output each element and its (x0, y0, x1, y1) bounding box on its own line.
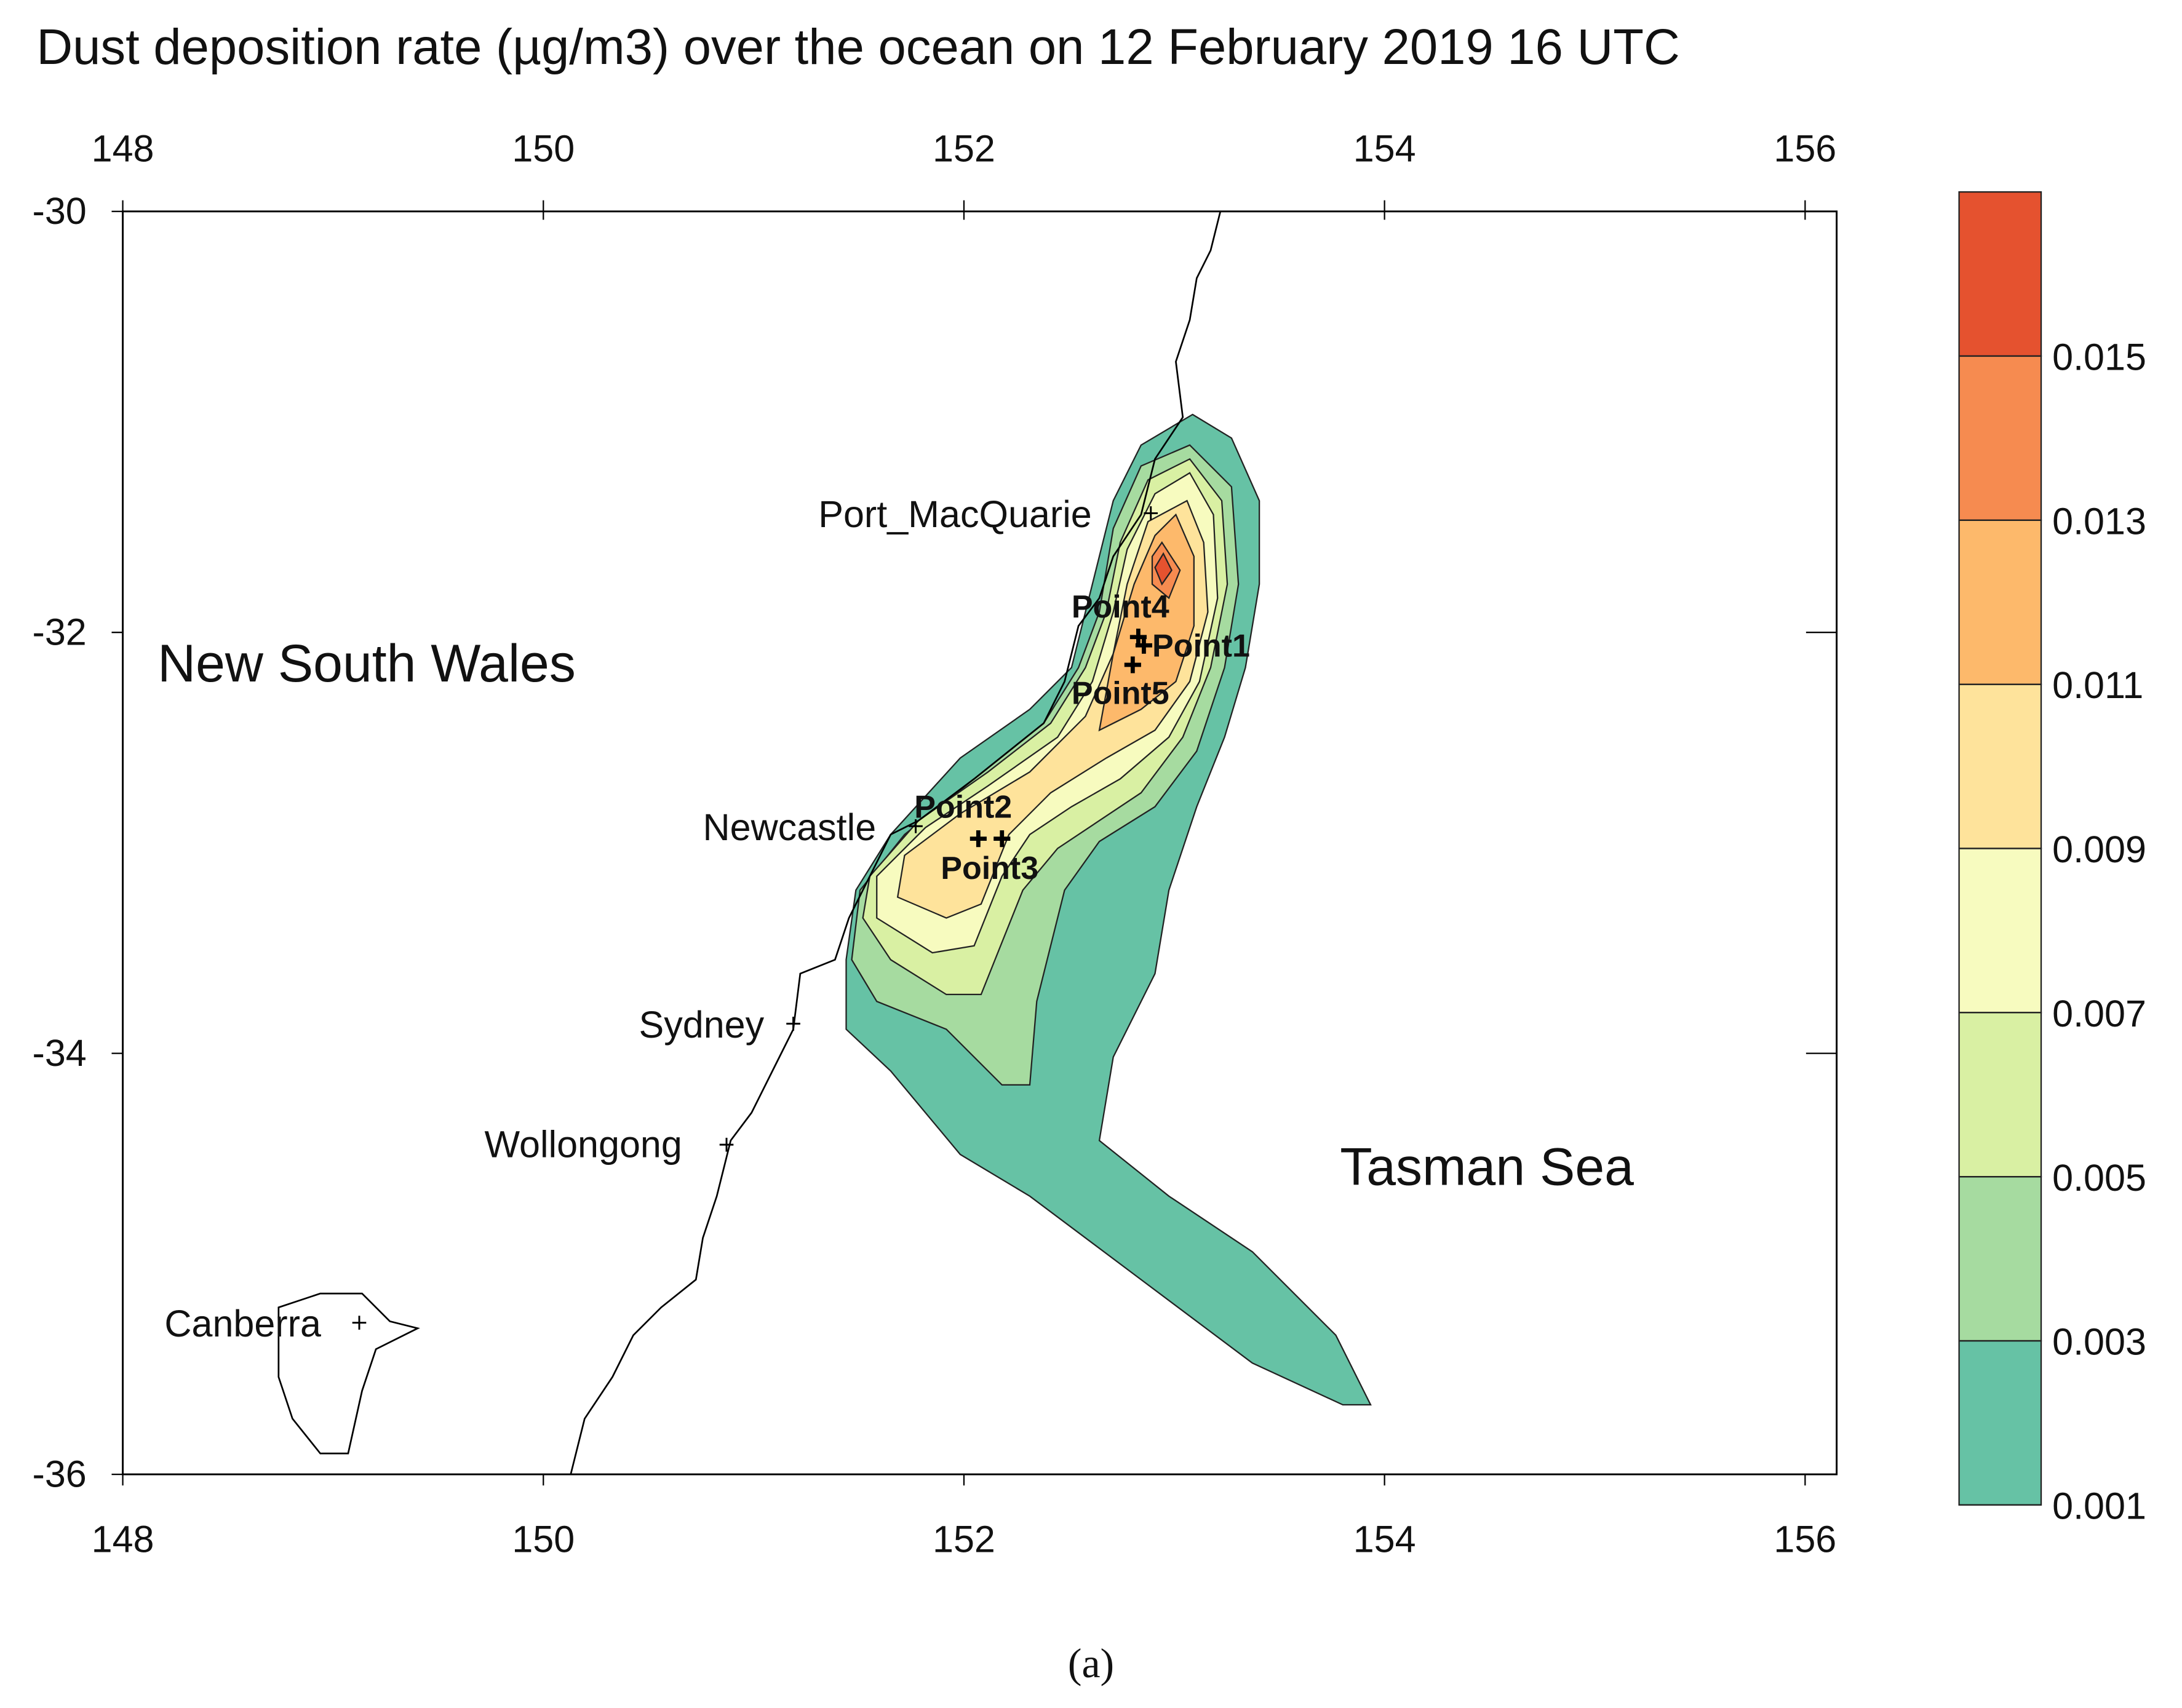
x-tick-label: 154 (1353, 127, 1416, 169)
point-label: Point3 (941, 851, 1038, 886)
y-tick-label: -36 (33, 1453, 87, 1495)
point-label: Point2 (914, 790, 1012, 825)
colorbar-tick-label: 0.005 (2052, 1157, 2146, 1199)
point-label: Point4 (1072, 589, 1169, 625)
x-tick-label: 148 (92, 1519, 154, 1560)
colorbar-band (1958, 1012, 2042, 1178)
x-tick-label: 148 (92, 127, 154, 169)
place-label: Sydney (639, 1004, 765, 1046)
x-tick-label: 156 (1774, 127, 1836, 169)
point-label: Point5 (1072, 675, 1169, 711)
colorbar-band (1958, 355, 2042, 521)
x-tick-label: 152 (933, 127, 995, 169)
contours (845, 413, 1372, 1406)
x-tick-label: 152 (933, 1519, 995, 1560)
canberra-boundary (277, 1292, 420, 1455)
contour-fill (845, 413, 1372, 1406)
caption: (a) (1068, 1640, 1114, 1686)
coastline (570, 211, 1222, 1475)
region-label: New South Wales (157, 634, 576, 693)
map-frame (122, 210, 1838, 1476)
colorbar-band (1958, 1340, 2042, 1506)
region-label: Tasman Sea (1340, 1138, 1634, 1197)
point-label: Point1 (1152, 628, 1250, 664)
x-tick-label: 156 (1774, 1519, 1836, 1560)
colorbar-tick-label: 0.013 (2052, 500, 2146, 542)
y-tick-label: -32 (33, 611, 87, 653)
place-markers (352, 506, 1158, 1330)
x-tick-label: 150 (512, 1519, 575, 1560)
place-label: Port_MacQuarie (818, 493, 1091, 535)
colorbar-band (1958, 519, 2042, 685)
chart-title: Dust deposition rate (µg/m3) over the oc… (36, 19, 1679, 75)
place-label: Newcastle (703, 806, 877, 848)
y-tick-label: -30 (33, 190, 87, 232)
colorbar-tick-label: 0.007 (2052, 993, 2146, 1035)
x-tick-label: 154 (1353, 1519, 1416, 1560)
colorbar-band (1958, 1176, 2042, 1342)
colorbar-tick-label: 0.009 (2052, 828, 2146, 870)
colorbar-tick-label: 0.011 (2052, 664, 2143, 706)
y-tick-label: -34 (33, 1032, 87, 1074)
place-label: Canberra (164, 1303, 321, 1345)
colorbar-tick-label: 0.015 (2052, 336, 2146, 378)
x-tick-label: 150 (512, 127, 575, 169)
colorbar-band (1958, 683, 2042, 849)
colorbar-tick-label: 0.001 (2052, 1485, 2146, 1527)
colorbar-tick-label: 0.003 (2052, 1321, 2146, 1363)
colorbar-band (1958, 191, 2042, 357)
colorbar-band (1958, 848, 2042, 1014)
place-label: Wollongong (485, 1123, 682, 1165)
contour-fill (1154, 552, 1173, 586)
